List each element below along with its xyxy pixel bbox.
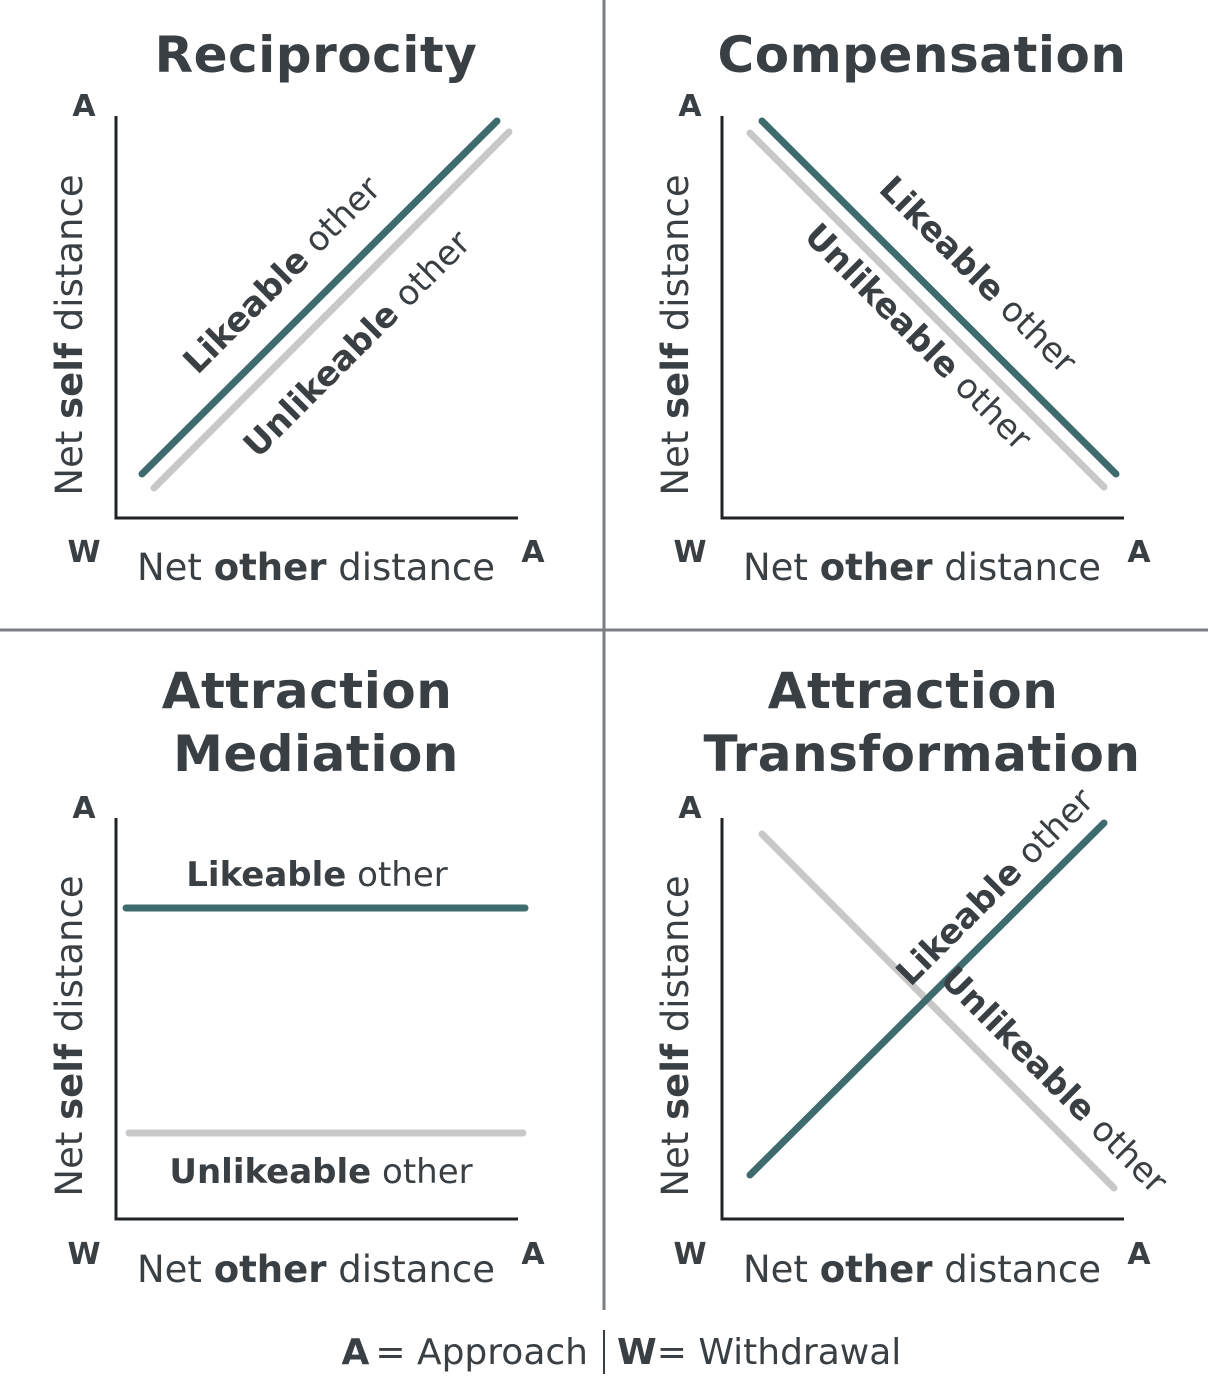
likeable-line: [758, 117, 1120, 478]
x-axis-label: Net other distance: [743, 1248, 1101, 1291]
unlikeable-label: Unlikeable other: [169, 1152, 472, 1192]
axes: [114, 116, 518, 520]
y-axis-top-tick: A: [678, 89, 702, 124]
likeable-line: [746, 819, 1108, 1179]
y-axis-label: Net self distance: [48, 174, 91, 495]
y-axis-top-tick: A: [72, 791, 96, 826]
x-axis-end-tick: A: [1127, 1237, 1151, 1272]
likeable-line: [138, 117, 501, 478]
panel-attraction-transformation: Attraction Transformation A W A Net self…: [654, 662, 1175, 1291]
y-axis-top-tick: A: [678, 791, 702, 826]
unlikeable-line: [150, 128, 513, 492]
panel-title: Compensation: [718, 26, 1127, 84]
unlikeable-label: Unlikeable other: [796, 216, 1039, 459]
y-axis-label: Net self distance: [654, 875, 697, 1196]
origin-tick: W: [67, 1237, 100, 1272]
panel-title-line-2: Transformation: [704, 725, 1141, 783]
x-axis-end-tick: A: [521, 535, 545, 570]
legend-approach: A = Approach: [341, 1332, 588, 1373]
unlikeable-label: Unlikeable other: [932, 959, 1175, 1202]
legend-withdrawal: W= Withdrawal: [617, 1332, 901, 1373]
panel-attraction-mediation: Attraction Mediation A W A Net self dist…: [48, 662, 545, 1291]
legend: A = Approach W= Withdrawal: [341, 1330, 901, 1374]
panel-title: Attraction Transformation: [704, 662, 1141, 783]
panel-title-line-1: Attraction: [768, 662, 1059, 720]
x-axis-end-tick: A: [1127, 535, 1151, 570]
panel-title: Reciprocity: [155, 26, 478, 84]
x-axis-label: Net other distance: [137, 1248, 495, 1291]
x-axis-end-tick: A: [521, 1237, 545, 1272]
likeable-label: Likeable other: [186, 855, 447, 895]
axes: [720, 116, 1124, 520]
unlikeable-line: [758, 830, 1118, 1192]
panel-title-line-1: Attraction: [162, 662, 453, 720]
panel-title-line-2: Mediation: [173, 725, 459, 783]
axes: [720, 818, 1124, 1221]
panel-compensation: Compensation A W A Net self distance Net…: [654, 26, 1151, 589]
origin-tick: W: [673, 535, 706, 570]
x-axis-label: Net other distance: [137, 546, 495, 589]
origin-tick: W: [673, 1237, 706, 1272]
likeable-label: Likeable other: [889, 781, 1102, 994]
panel-reciprocity: Reciprocity A W A Net self distance Net …: [48, 26, 545, 589]
axes: [114, 818, 518, 1221]
y-axis-top-tick: A: [72, 89, 96, 124]
unlikeable-line: [746, 129, 1108, 491]
panel-title: Attraction Mediation: [162, 662, 470, 783]
y-axis-label: Net self distance: [48, 875, 91, 1196]
origin-tick: W: [67, 535, 100, 570]
y-axis-label: Net self distance: [654, 174, 697, 495]
x-axis-label: Net other distance: [743, 546, 1101, 589]
